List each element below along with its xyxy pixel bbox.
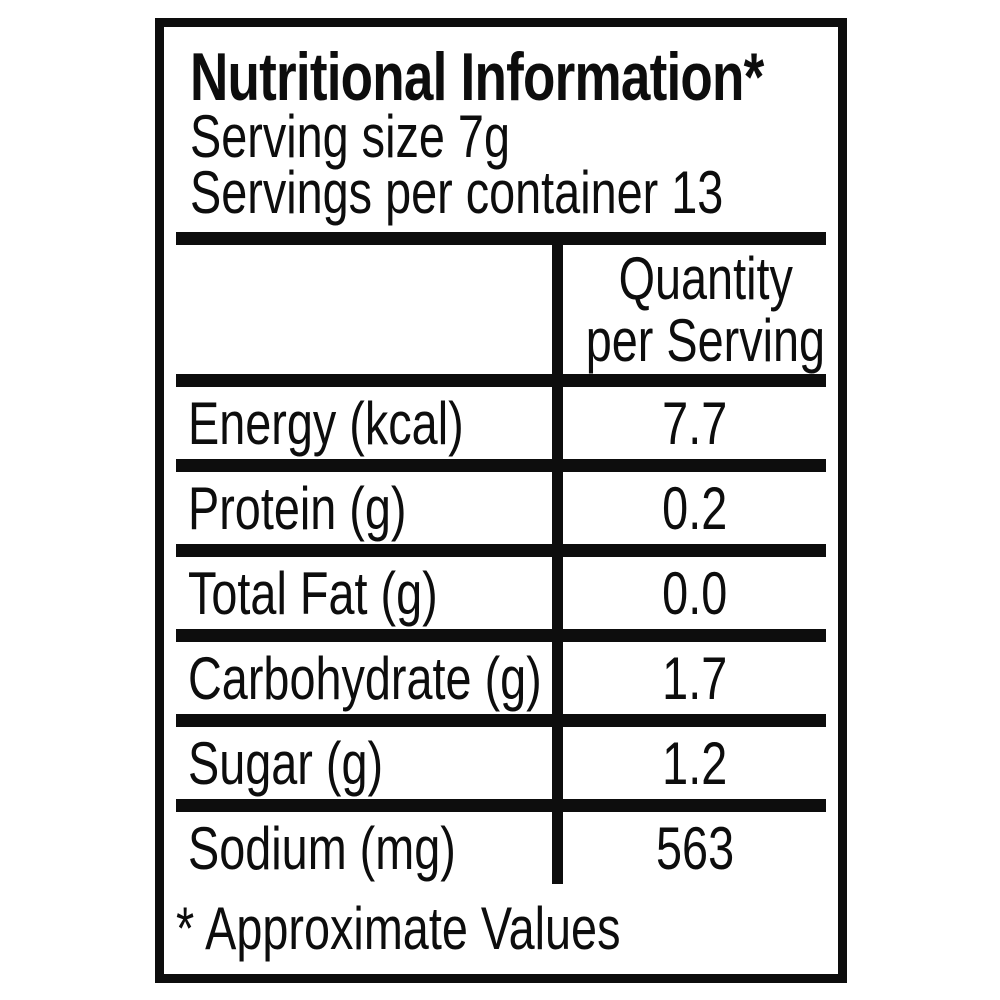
table-body: Energy (kcal) 7.7 Protein (g) 0.2 Total Fat … xyxy=(164,374,838,884)
quantity-value: 0.2 xyxy=(662,474,728,542)
nutrient-name: Sodium (mg) xyxy=(188,814,456,882)
quantity-cell: 563 xyxy=(552,814,838,883)
row-separator-rule xyxy=(176,799,826,812)
quantity-value: 0.0 xyxy=(662,559,728,627)
table-row: Protein (g) 0.2 xyxy=(164,472,838,544)
quantity-header-line1: Quantity xyxy=(618,244,793,312)
quantity-value: 563 xyxy=(655,814,735,882)
quantity-value: 7.7 xyxy=(662,389,728,457)
quantity-value: 1.7 xyxy=(662,644,728,712)
nutrient-name: Energy (kcal) xyxy=(188,389,464,457)
quantity-cell: 1.2 xyxy=(552,729,838,798)
nutrient-name: Sugar (g) xyxy=(188,729,384,797)
servings-per-container-line: Servings per container 13 xyxy=(190,159,925,226)
serving-size-text: Serving size 7g xyxy=(190,103,510,170)
row-separator-rule xyxy=(176,544,826,557)
footnote-asterisk: * xyxy=(176,895,195,962)
label-header: Nutritional Information* Serving size 7g… xyxy=(190,39,925,226)
table-row: Carbohydrate (g) 1.7 xyxy=(164,642,838,714)
nutrient-cell: Protein (g) xyxy=(188,474,552,543)
serving-size-line: Serving size 7g xyxy=(190,103,925,170)
quantity-value: 1.2 xyxy=(662,729,728,797)
nutrient-name: Carbohydrate (g) xyxy=(188,644,542,712)
table-row: Energy (kcal) 7.7 xyxy=(164,387,838,459)
nutrient-name: Protein (g) xyxy=(188,474,407,542)
servings-per-container-text: Servings per container 13 xyxy=(190,159,724,226)
page-title: Nutritional Information* xyxy=(190,39,925,115)
table-row: Sodium (mg) 563 xyxy=(164,812,838,884)
row-separator-rule xyxy=(176,714,826,727)
column-divider xyxy=(552,232,563,884)
table-top-rule xyxy=(176,232,826,245)
row-separator-rule xyxy=(176,629,826,642)
quantity-column-header: Quantity per Serving xyxy=(552,244,859,374)
nutrient-cell: Total Fat (g) xyxy=(188,559,552,628)
row-separator-rule xyxy=(176,374,826,387)
table-row: Sugar (g) 1.2 xyxy=(164,727,838,799)
nutrient-name: Total Fat (g) xyxy=(188,559,438,627)
footnote: * Approximate Values xyxy=(176,899,746,959)
table-header-row: Quantity per Serving xyxy=(164,245,838,374)
quantity-cell: 1.7 xyxy=(552,644,838,713)
quantity-cell: 7.7 xyxy=(552,389,838,458)
label-title-text: Nutritional Information* xyxy=(190,39,764,115)
table-row: Total Fat (g) 0.0 xyxy=(164,557,838,629)
quantity-header-line2: per Serving xyxy=(585,306,826,374)
row-separator-rule xyxy=(176,459,826,472)
footnote-text-wrap: * Approximate Values xyxy=(176,899,620,959)
quantity-cell: 0.2 xyxy=(552,474,838,543)
footnote-text: Approximate Values xyxy=(205,895,621,962)
quantity-cell: 0.0 xyxy=(552,559,838,628)
nutrient-cell: Sugar (g) xyxy=(188,729,552,798)
nutrition-label: Nutritional Information* Serving size 7g… xyxy=(155,18,847,983)
nutrient-cell: Energy (kcal) xyxy=(188,389,552,458)
nutrient-cell: Carbohydrate (g) xyxy=(188,644,552,713)
nutrient-cell: Sodium (mg) xyxy=(188,814,552,883)
nutrition-table: Quantity per Serving Energy (kcal) 7.7 Pro… xyxy=(164,232,838,884)
